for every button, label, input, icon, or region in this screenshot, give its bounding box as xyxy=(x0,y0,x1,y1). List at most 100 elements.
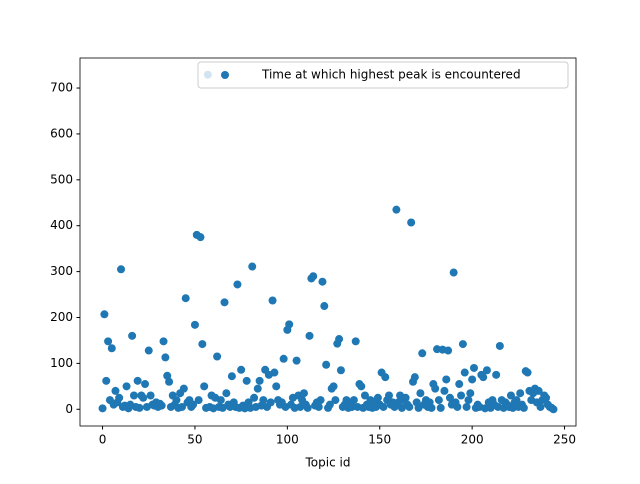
point xyxy=(194,396,203,405)
y-tick-label: 100 xyxy=(50,356,73,370)
point xyxy=(309,272,318,281)
point xyxy=(464,396,473,405)
point xyxy=(178,402,187,411)
point xyxy=(100,310,109,319)
point xyxy=(468,375,477,384)
point xyxy=(233,280,242,289)
point xyxy=(542,393,551,402)
x-tick-label: 200 xyxy=(461,433,484,447)
x-tick-label: 50 xyxy=(187,433,202,447)
point xyxy=(351,337,360,346)
point xyxy=(407,218,416,227)
point xyxy=(460,368,469,377)
point xyxy=(190,320,199,329)
point xyxy=(279,354,288,363)
point xyxy=(98,404,107,413)
point xyxy=(198,340,207,349)
point xyxy=(129,391,138,400)
point xyxy=(242,376,251,385)
point xyxy=(416,389,425,398)
legend-box xyxy=(197,61,569,89)
point xyxy=(384,391,393,400)
point xyxy=(213,352,222,361)
point xyxy=(495,341,504,350)
point xyxy=(536,402,545,411)
point xyxy=(335,335,344,344)
y-tick-label: 0 xyxy=(65,402,73,416)
point xyxy=(316,396,325,405)
point xyxy=(220,298,229,307)
x-tick-label: 0 xyxy=(99,433,107,447)
point xyxy=(165,377,174,386)
point xyxy=(373,393,382,402)
point xyxy=(458,340,467,349)
point xyxy=(401,393,410,402)
point xyxy=(222,389,231,398)
point xyxy=(442,375,451,384)
point xyxy=(457,391,466,400)
point xyxy=(104,337,113,346)
point xyxy=(259,396,268,405)
point xyxy=(466,389,475,398)
point xyxy=(117,265,126,274)
point xyxy=(329,382,338,391)
x-axis-label: Topic id xyxy=(305,456,351,470)
point xyxy=(410,373,419,382)
point xyxy=(285,320,294,329)
point xyxy=(418,349,427,358)
point xyxy=(549,405,558,414)
point xyxy=(405,402,414,411)
point xyxy=(157,401,166,410)
point xyxy=(196,233,205,242)
legend-marker xyxy=(221,71,229,79)
point xyxy=(325,400,334,409)
point xyxy=(455,380,464,389)
point xyxy=(357,382,366,391)
point xyxy=(453,402,462,411)
point xyxy=(320,302,329,311)
point xyxy=(141,380,150,389)
point xyxy=(272,382,281,391)
point xyxy=(482,366,491,375)
point xyxy=(516,389,525,398)
point xyxy=(161,353,170,362)
point xyxy=(534,386,543,395)
point xyxy=(331,396,340,405)
point xyxy=(179,384,188,393)
point xyxy=(523,368,532,377)
point xyxy=(268,296,277,305)
y-tick-label: 500 xyxy=(50,172,73,186)
x-tick-label: 250 xyxy=(553,433,576,447)
point xyxy=(434,396,443,405)
point xyxy=(427,403,436,412)
y-tick-label: 400 xyxy=(50,218,73,232)
point xyxy=(216,396,225,405)
point xyxy=(440,386,449,395)
point xyxy=(379,402,388,411)
point xyxy=(270,368,279,377)
point xyxy=(111,386,120,395)
point xyxy=(292,356,301,365)
point xyxy=(200,382,209,391)
point xyxy=(469,363,478,372)
point xyxy=(122,382,131,391)
point xyxy=(253,384,262,393)
point xyxy=(172,396,181,405)
point xyxy=(248,262,257,271)
point xyxy=(314,402,323,411)
point xyxy=(181,294,190,303)
point xyxy=(349,396,358,405)
point xyxy=(444,346,453,355)
point xyxy=(360,391,369,400)
point xyxy=(139,393,148,402)
point xyxy=(135,403,144,412)
y-tick-label: 200 xyxy=(50,310,73,324)
point xyxy=(255,376,264,385)
point xyxy=(512,396,521,405)
point xyxy=(107,344,116,353)
point xyxy=(305,331,314,340)
point xyxy=(128,331,137,340)
point xyxy=(431,384,440,393)
legend-label: Time at which highest peak is encountere… xyxy=(261,68,521,82)
